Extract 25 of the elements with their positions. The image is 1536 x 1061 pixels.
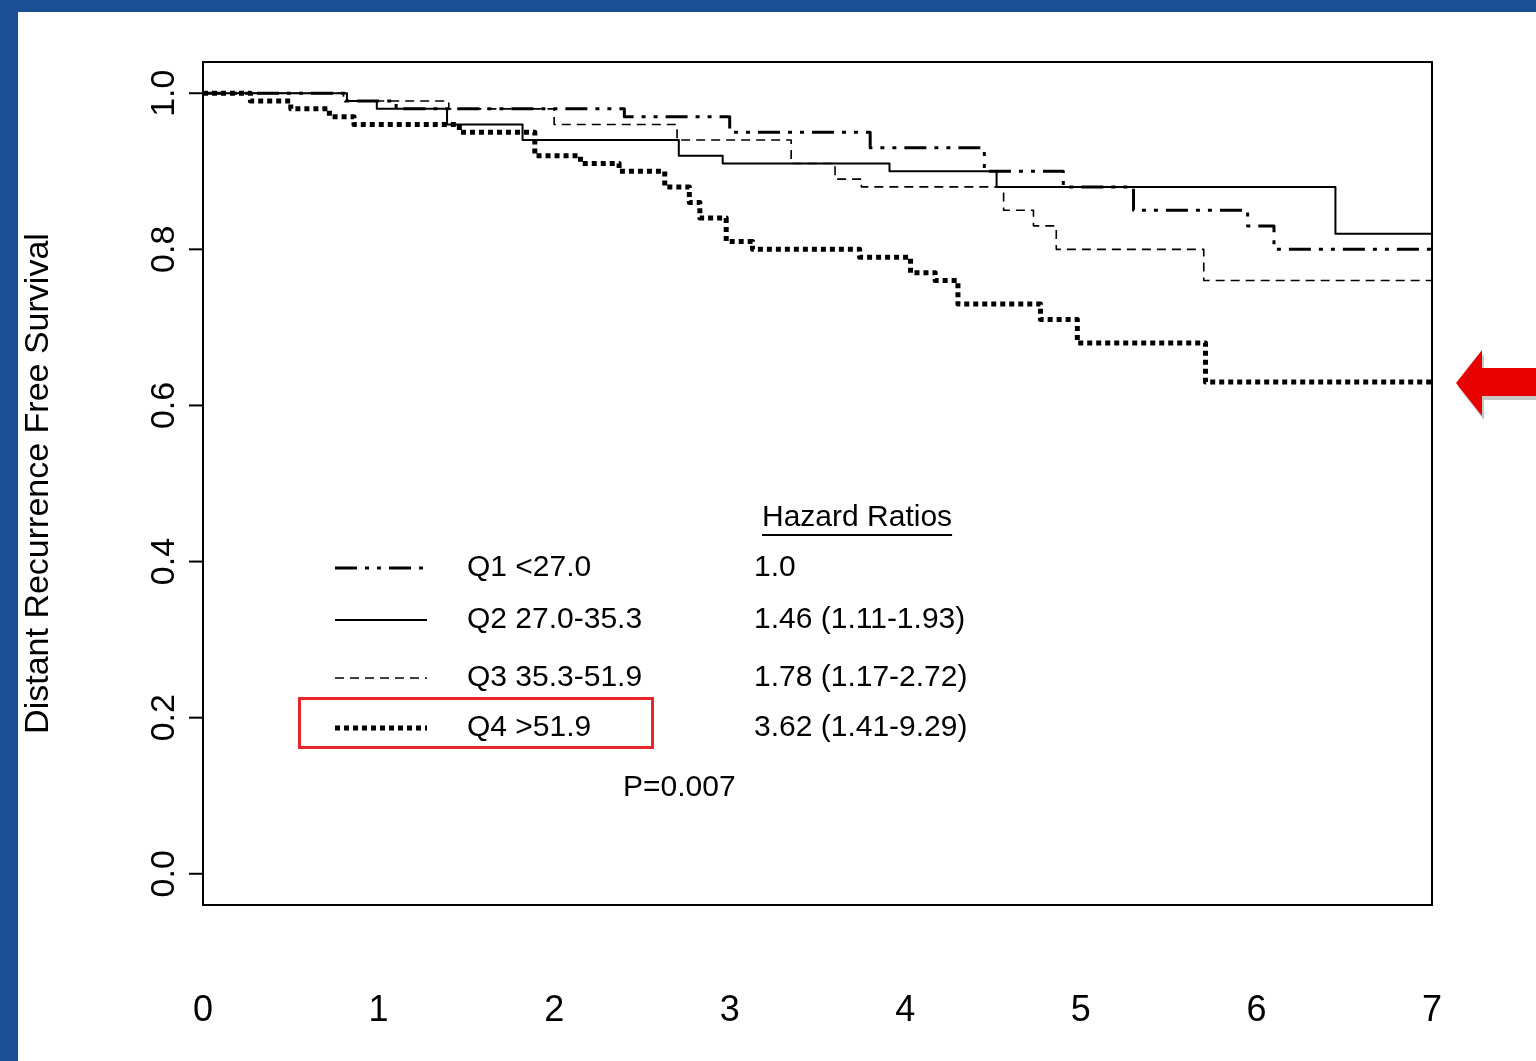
annotation: Hazard Ratios xyxy=(762,499,953,533)
legend-label: Q1 <27.0 xyxy=(467,549,592,583)
x-tick-label: 7 xyxy=(1421,987,1443,1029)
annotation: 1.78 (1.17-2.72) xyxy=(754,659,968,693)
y-tick-label: 0.4 xyxy=(143,537,182,586)
x-tick-label: 2 xyxy=(544,987,565,1029)
y-tick-label: 1.0 xyxy=(143,69,182,117)
x-tick-label: 3 xyxy=(719,987,740,1029)
legend-label: Q3 35.3-51.9 xyxy=(467,659,643,693)
x-tick-label: 6 xyxy=(1246,987,1267,1029)
legend-label: Q4 >51.9 xyxy=(467,709,592,743)
x-tick-label: 0 xyxy=(192,987,214,1029)
annotation: P=0.007 xyxy=(623,769,736,803)
y-axis-title: Distant Recurrence Free Survival xyxy=(16,233,55,734)
x-tick-label: 4 xyxy=(895,987,916,1029)
x-tick-label: 5 xyxy=(1070,987,1091,1029)
annotation: 1.0 xyxy=(754,549,796,583)
x-tick-label: 1 xyxy=(368,987,389,1029)
annotation: 3.62 (1.41-9.29) xyxy=(754,709,968,743)
legend-label: Q2 27.0-35.3 xyxy=(467,601,643,635)
y-tick-label: 0.0 xyxy=(143,850,182,898)
y-tick-label: 0.2 xyxy=(143,694,182,742)
y-tick-label: 0.8 xyxy=(143,225,182,273)
y-tick-label: 0.6 xyxy=(143,381,182,430)
annotation: 1.46 (1.11-1.93) xyxy=(754,601,966,635)
